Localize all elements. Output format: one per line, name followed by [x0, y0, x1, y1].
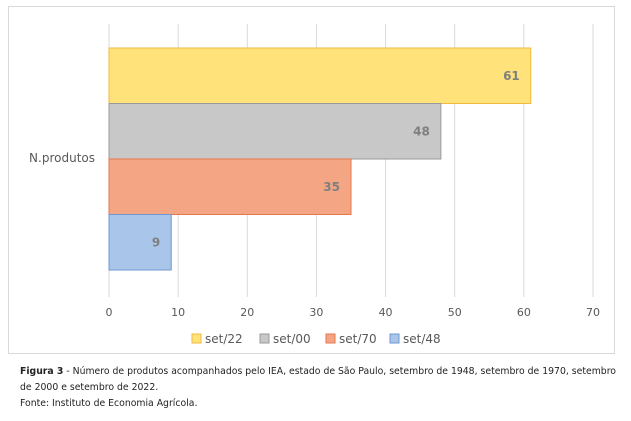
caption-label: Figura 3 — [20, 366, 64, 377]
x-tick-label: 30 — [309, 306, 323, 319]
bar — [108, 47, 532, 104]
x-tick-label: 50 — [448, 306, 462, 319]
data-label: 61 — [503, 69, 520, 83]
legend-swatch — [191, 333, 202, 344]
x-tick-label: 60 — [517, 306, 531, 319]
legend-label: set/48 — [403, 332, 441, 346]
x-tick-label: 40 — [379, 306, 393, 319]
legend-label: set/22 — [205, 332, 243, 346]
data-label: 48 — [413, 124, 430, 138]
figure-caption: Figura 3 - Número de produtos acompanhad… — [20, 364, 620, 412]
legend-swatch — [325, 333, 336, 344]
caption-source: Fonte: Instituto de Economia Agrícola. — [20, 398, 198, 409]
x-tick-label: 10 — [171, 306, 185, 319]
x-tick-label: 20 — [240, 306, 254, 319]
data-label: 35 — [323, 180, 340, 194]
bar-chart: 0 10 20 30 40 50 60 70 61 48 35 9 N.produtos set/22 se… — [29, 24, 600, 346]
bar — [108, 158, 352, 215]
bar — [108, 103, 442, 160]
legend-swatch — [389, 333, 400, 344]
caption-text: - Número de produtos acompanhados pelo I… — [20, 366, 616, 393]
category-label: N.produtos — [29, 151, 95, 165]
x-tick-label: 70 — [586, 306, 600, 319]
legend-label: set/00 — [273, 332, 311, 346]
x-tick-label: 0 — [106, 306, 113, 319]
bar — [108, 214, 172, 271]
data-label: 9 — [152, 235, 160, 249]
legend-label: set/70 — [339, 332, 377, 346]
legend-swatch — [259, 333, 270, 344]
